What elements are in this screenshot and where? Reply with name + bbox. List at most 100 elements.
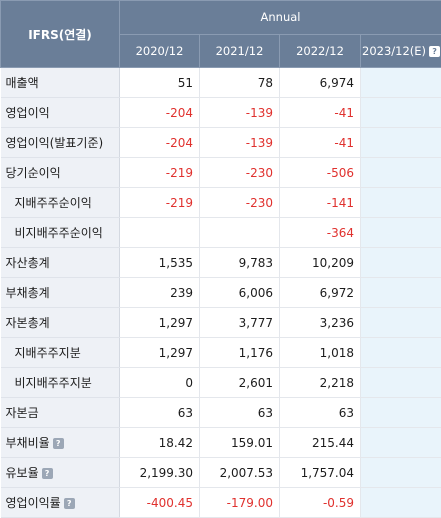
value-cell: -204	[120, 98, 200, 128]
row-label-text: 비지배주주지분	[15, 376, 92, 390]
value-cell: 2,218	[280, 368, 361, 398]
value-cell: 18.42	[120, 428, 200, 458]
estimate-cell	[361, 338, 441, 368]
value-cell: 78	[200, 68, 280, 98]
value-cell: -139	[200, 128, 280, 158]
value-cell: -506	[280, 158, 361, 188]
row-label: 자산총계	[1, 248, 120, 278]
help-icon[interactable]: ?	[42, 468, 53, 479]
table-row: 영업이익(발표기준)-204-139-41	[1, 128, 441, 158]
row-label: 영업이익률?	[1, 488, 120, 518]
row-label-text: 영업이익률	[6, 496, 61, 510]
row-label-text: 영업이익	[6, 106, 50, 120]
value-cell: -230	[200, 188, 280, 218]
value-cell: 6,006	[200, 278, 280, 308]
row-label: 지배주주순이익	[1, 188, 120, 218]
value-cell: -139	[200, 98, 280, 128]
value-cell: 3,236	[280, 308, 361, 338]
row-label-text: 자본금	[6, 406, 39, 420]
estimate-cell	[361, 368, 441, 398]
value-cell: 51	[120, 68, 200, 98]
estimate-cell	[361, 158, 441, 188]
table-row: 지배주주순이익-219-230-141	[1, 188, 441, 218]
estimate-cell	[361, 458, 441, 488]
value-cell: 63	[120, 398, 200, 428]
value-cell: 1,535	[120, 248, 200, 278]
row-label-text: 자산총계	[6, 256, 50, 270]
help-icon[interactable]: ?	[64, 498, 75, 509]
value-cell: 1,757.04	[280, 458, 361, 488]
row-label: 자본금	[1, 398, 120, 428]
year-header: 2022/12	[280, 34, 361, 68]
value-cell: 3,777	[200, 308, 280, 338]
value-cell: -400.45	[120, 488, 200, 518]
estimate-cell	[361, 488, 441, 518]
value-cell: -41	[280, 98, 361, 128]
value-cell: 6,974	[280, 68, 361, 98]
value-cell: -230	[200, 158, 280, 188]
estimate-cell	[361, 428, 441, 458]
value-cell: 2,007.53	[200, 458, 280, 488]
value-cell: 215.44	[280, 428, 361, 458]
value-cell: 0	[120, 368, 200, 398]
row-label-text: 지배주주지분	[15, 346, 81, 360]
row-label-text: 당기순이익	[6, 166, 61, 180]
year-header: 2020/12	[120, 34, 200, 68]
row-label: 영업이익(발표기준)	[1, 128, 120, 158]
row-label-text: 자본총계	[6, 316, 50, 330]
row-label: 자본총계	[1, 308, 120, 338]
row-label-text: 지배주주순이익	[15, 196, 92, 210]
value-cell: 2,199.30	[120, 458, 200, 488]
annual-group-header: Annual	[120, 1, 441, 35]
estimate-cell	[361, 278, 441, 308]
estimate-cell	[361, 68, 441, 98]
row-label: 비지배주주지분	[1, 368, 120, 398]
value-cell: -219	[120, 158, 200, 188]
table-row: 당기순이익 -219-230-506	[1, 158, 441, 188]
estimate-cell	[361, 308, 441, 338]
row-label: 유보율?	[1, 458, 120, 488]
row-label: 비지배주주순이익	[1, 218, 120, 248]
row-label: 매출액	[1, 68, 120, 98]
table-row: 비지배주주순이익-364	[1, 218, 441, 248]
year-header: 2021/12	[200, 34, 280, 68]
estimate-cell	[361, 398, 441, 428]
row-label-text: 부채비율	[6, 436, 50, 450]
help-icon[interactable]: ?	[53, 438, 64, 449]
value-cell: 6,972	[280, 278, 361, 308]
value-cell: 159.01	[200, 428, 280, 458]
value-cell: 63	[200, 398, 280, 428]
estimate-cell	[361, 98, 441, 128]
row-label-text: 유보율	[6, 466, 39, 480]
value-cell: 9,783	[200, 248, 280, 278]
row-label-text: 매출액	[6, 76, 39, 90]
value-cell: 10,209	[280, 248, 361, 278]
row-label: 영업이익	[1, 98, 120, 128]
row-label: 지배주주지분	[1, 338, 120, 368]
estimate-cell	[361, 248, 441, 278]
table-row: 영업이익 -204-139-41	[1, 98, 441, 128]
estimate-cell	[361, 188, 441, 218]
table-row: 영업이익률?-400.45-179.00-0.59	[1, 488, 441, 518]
row-label-text: 영업이익(발표기준)	[6, 136, 104, 150]
value-cell: 2,601	[200, 368, 280, 398]
row-label-text: 부채총계	[6, 286, 50, 300]
estimate-cell	[361, 128, 441, 158]
row-label: 부채비율?	[1, 428, 120, 458]
value-cell: 1,018	[280, 338, 361, 368]
help-icon[interactable]: ?	[429, 46, 440, 57]
value-cell: 1,297	[120, 338, 200, 368]
value-cell: -204	[120, 128, 200, 158]
value-cell: 239	[120, 278, 200, 308]
year-header-estimate: 2023/12(E)?	[361, 34, 441, 68]
value-cell: 1,176	[200, 338, 280, 368]
row-label-text: 비지배주주순이익	[15, 226, 103, 240]
